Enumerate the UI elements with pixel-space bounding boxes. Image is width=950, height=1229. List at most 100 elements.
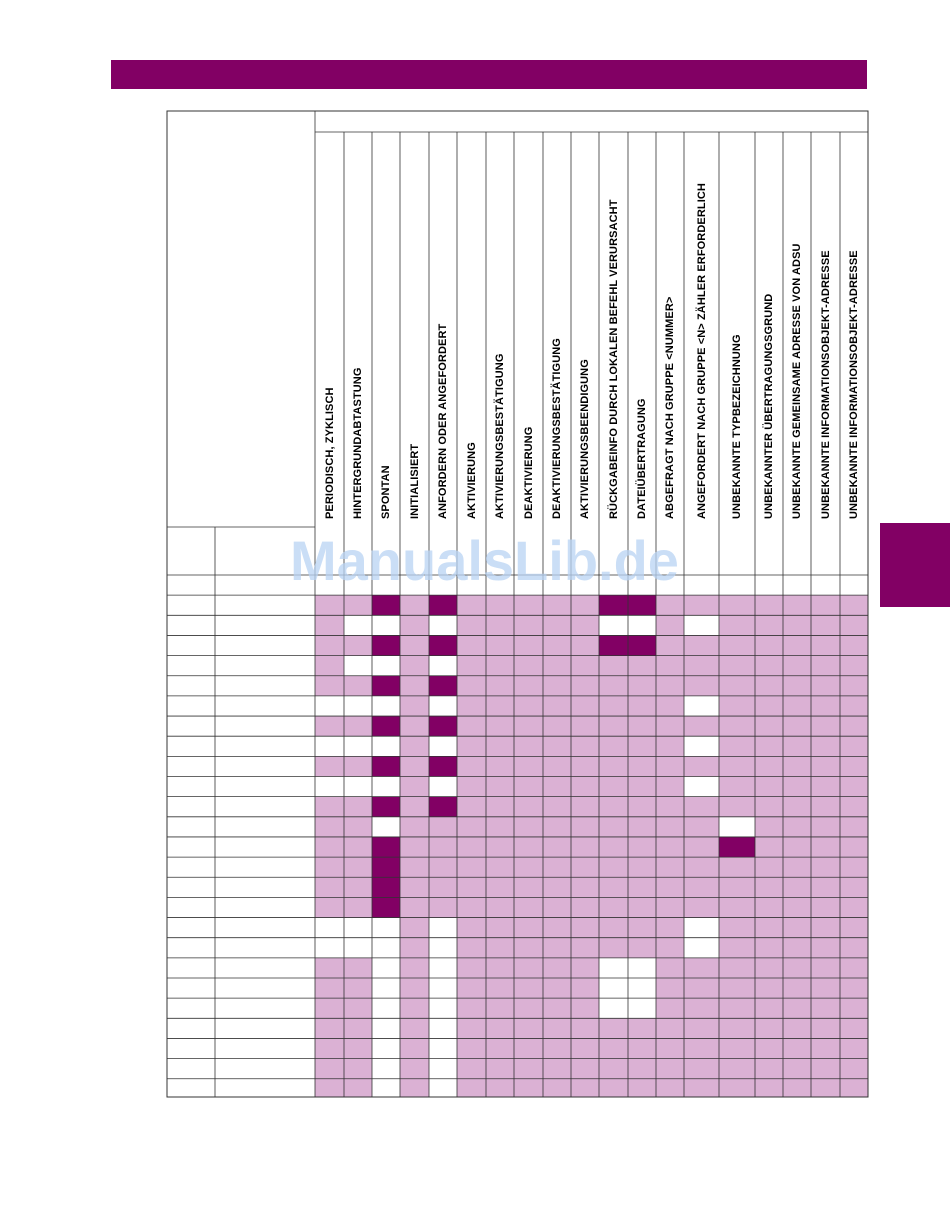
table-cell: [656, 776, 684, 797]
table-cell: [571, 816, 599, 837]
table-cell: [656, 1058, 684, 1079]
table-cell: [599, 897, 628, 918]
table-cell: [486, 796, 514, 817]
table-cell: [486, 877, 514, 898]
table-cell: [840, 1078, 868, 1097]
column-header: HINTERGRUNDABTASTUNG: [352, 367, 364, 519]
table-cell: [486, 1038, 514, 1059]
table-cell: [344, 957, 372, 978]
table-cell: [755, 756, 783, 777]
table-cell: [571, 635, 599, 656]
table-cell: [840, 957, 868, 978]
table-cell: [628, 1018, 656, 1039]
table-cell: [811, 655, 840, 676]
table-cell: [372, 575, 400, 596]
table-cell: [486, 917, 514, 938]
table-cell: [514, 816, 543, 837]
table-cell: [344, 1018, 372, 1039]
table-cell: [684, 716, 719, 737]
table-cell: [344, 635, 372, 656]
table-cell: [656, 716, 684, 737]
table-cell: [429, 978, 457, 999]
table-cell: [811, 1078, 840, 1097]
table-cell: [719, 655, 755, 676]
table-cell: [457, 1058, 486, 1079]
table-cell: [400, 857, 429, 878]
table-cell: [486, 655, 514, 676]
table-cell: [543, 595, 571, 616]
table-cell: [719, 998, 755, 1019]
table-cell: [628, 857, 656, 878]
table-cell: [571, 877, 599, 898]
table-cell: [719, 776, 755, 797]
table-cell: [840, 655, 868, 676]
table-cell: [840, 776, 868, 797]
table-cell: [783, 816, 811, 837]
table-cell: [684, 635, 719, 656]
table-cell: [719, 957, 755, 978]
table-cell: [840, 736, 868, 757]
table-cell: [315, 756, 344, 777]
table-cell: [599, 736, 628, 757]
table-cell: [429, 857, 457, 878]
table-cell: [755, 615, 783, 636]
table-cell: [372, 917, 400, 938]
table-cell: [514, 1078, 543, 1097]
table-cell: [372, 857, 400, 878]
column-header: SPONTAN: [380, 465, 392, 519]
column-header: UNBEKANNTE INFORMATIONSOBJEKT-ADRESSE: [848, 250, 860, 519]
table-cell: [315, 655, 344, 676]
table-cell: [684, 736, 719, 757]
table-cell: [811, 957, 840, 978]
table-cell: [457, 816, 486, 837]
table-cell: [315, 1018, 344, 1039]
table-cell: [684, 957, 719, 978]
table-cell: [372, 1058, 400, 1079]
table-cell: [599, 655, 628, 676]
table-cell: [811, 776, 840, 797]
table-cell: [628, 957, 656, 978]
table-cell: [514, 635, 543, 656]
table-cell: [755, 978, 783, 999]
table-cell: [486, 1078, 514, 1097]
table-cell: [315, 796, 344, 817]
table-cell: [840, 756, 868, 777]
table-cell: [457, 615, 486, 636]
table-cell: [783, 695, 811, 717]
table-cell: [514, 978, 543, 999]
table-cell: [372, 695, 400, 717]
table-cell: [719, 978, 755, 999]
table-cell: [628, 595, 656, 616]
column-header: AKTIVIERUNG: [465, 442, 478, 519]
table-cell: [429, 957, 457, 978]
table-cell: [543, 1078, 571, 1097]
table-cell: [315, 695, 344, 717]
table-cell: [571, 796, 599, 817]
table-cell: [372, 615, 400, 636]
table-cell: [457, 655, 486, 676]
table-cell: [783, 957, 811, 978]
table-cell: [840, 635, 868, 656]
table-cell: [429, 998, 457, 1019]
table-cell: [543, 615, 571, 636]
table-cell: [599, 776, 628, 797]
table-cell: [811, 716, 840, 737]
table-cell: [514, 1018, 543, 1039]
watermark: ManualsLib.de: [290, 529, 679, 592]
table-cell: [457, 716, 486, 737]
table-cell: [400, 655, 429, 676]
table-cell: [811, 635, 840, 656]
table-cell: [457, 1038, 486, 1059]
table-cell: [315, 816, 344, 837]
table-cell: [599, 716, 628, 737]
table-cell: [486, 736, 514, 757]
table-cell: [315, 897, 344, 918]
table-cell: [628, 776, 656, 797]
table-cell: [543, 716, 571, 737]
table-cell: [372, 776, 400, 797]
table-cell: [429, 1018, 457, 1039]
table-cell: [783, 675, 811, 696]
table-cell: [372, 937, 400, 958]
table-cell: [755, 736, 783, 757]
table-cell: [429, 756, 457, 777]
